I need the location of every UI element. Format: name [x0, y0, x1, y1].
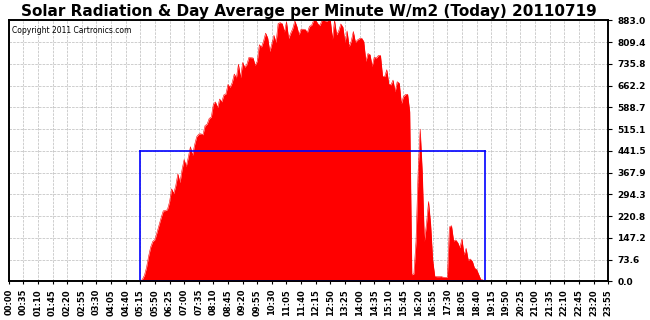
- Text: Copyright 2011 Cartronics.com: Copyright 2011 Cartronics.com: [12, 26, 131, 35]
- Title: Solar Radiation & Day Average per Minute W/m2 (Today) 20110719: Solar Radiation & Day Average per Minute…: [21, 4, 596, 19]
